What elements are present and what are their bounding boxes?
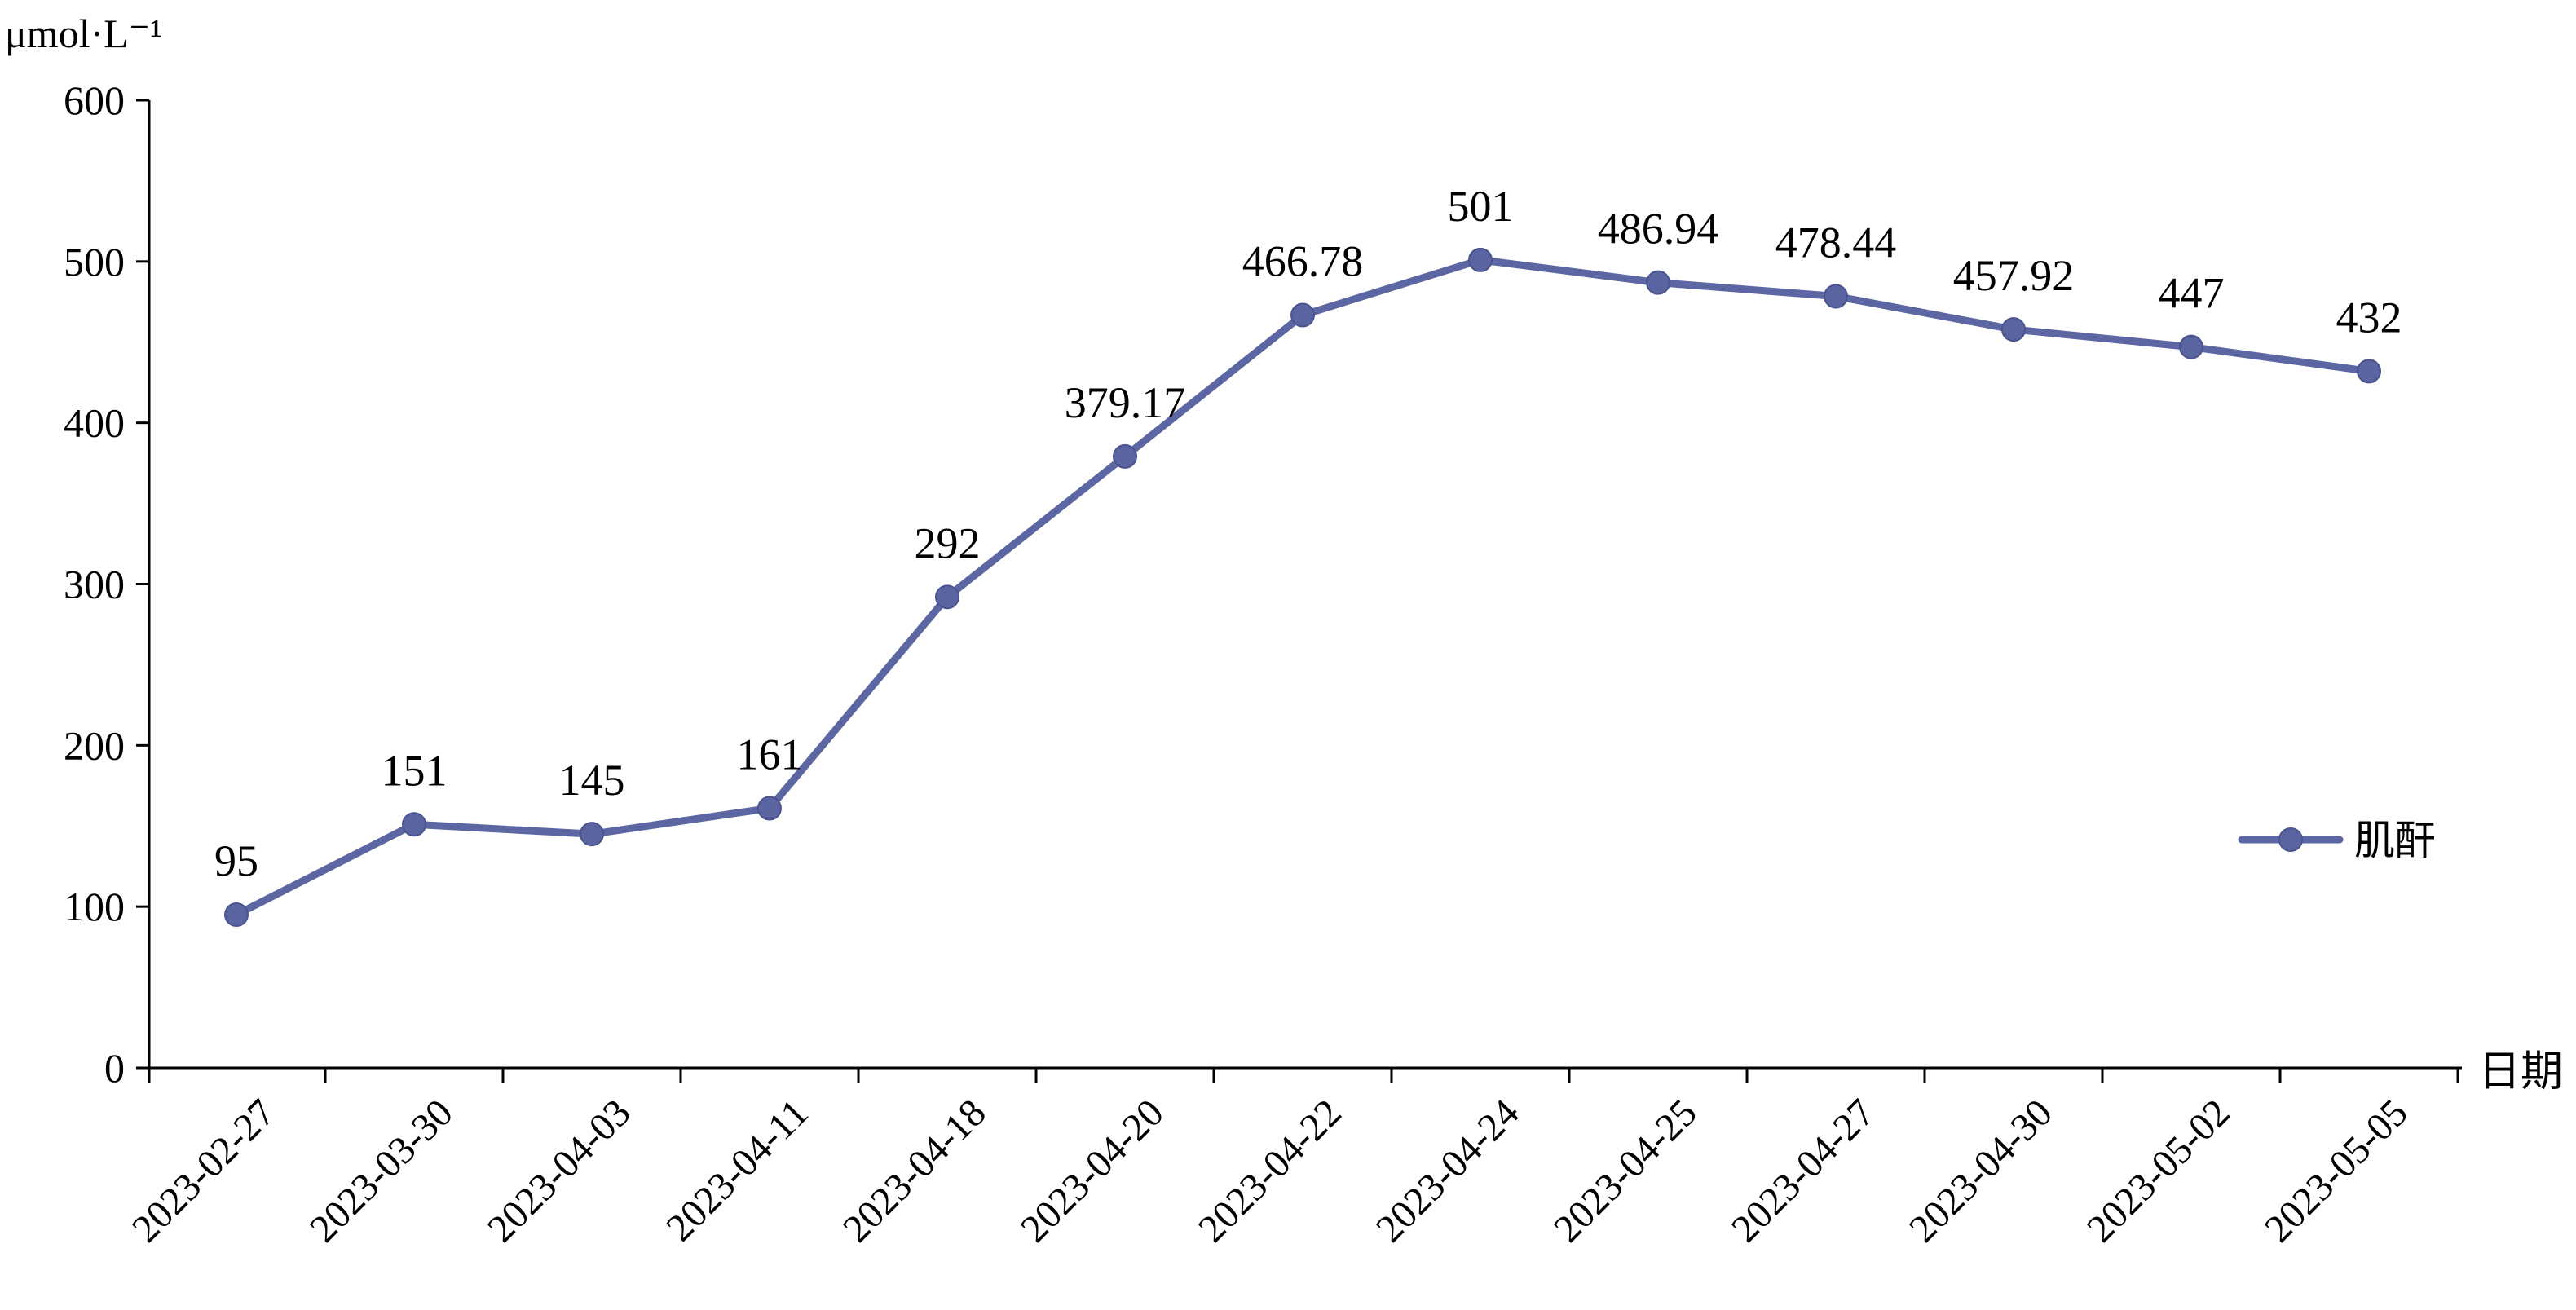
y-axis: 0 100 200 300 400 500 600 bbox=[64, 77, 151, 1091]
series-line bbox=[232, 256, 2373, 919]
data-label: 432 bbox=[2336, 293, 2402, 342]
x-tick-label: 2023-04-24 bbox=[1368, 1091, 1528, 1250]
data-point[interactable] bbox=[935, 584, 959, 610]
y-tick-label: 100 bbox=[64, 884, 125, 929]
data-point[interactable] bbox=[1646, 270, 1670, 295]
data-label: 466.78 bbox=[1242, 237, 1364, 286]
y-axis-unit-label: μmol·L⁻¹ bbox=[5, 11, 162, 56]
data-point[interactable] bbox=[1468, 247, 1493, 272]
data-point[interactable] bbox=[402, 812, 426, 837]
data-point[interactable] bbox=[1113, 443, 1137, 469]
y-tick-label: 500 bbox=[64, 239, 125, 284]
x-tick-label: 2023-04-11 bbox=[658, 1091, 817, 1250]
x-tick-label: 2023-04-25 bbox=[1546, 1091, 1705, 1250]
x-axis-title: 日期 bbox=[2478, 1048, 2563, 1096]
data-point[interactable] bbox=[224, 902, 249, 928]
x-tick-label: 2023-05-05 bbox=[2256, 1091, 2416, 1250]
x-tick-label: 2023-05-02 bbox=[2079, 1091, 2239, 1250]
data-label: 379.17 bbox=[1065, 378, 1186, 427]
data-label: 151 bbox=[382, 746, 448, 795]
data-label: 457.92 bbox=[1953, 251, 2075, 300]
data-point[interactable] bbox=[2357, 359, 2381, 384]
data-label: 161 bbox=[737, 730, 803, 779]
data-label: 447 bbox=[2159, 269, 2225, 318]
data-labels: 95 151 145 161 292 379.17 466.78 501 486.94 478.4… bbox=[214, 182, 2402, 885]
data-label: 145 bbox=[559, 756, 625, 805]
data-label: 95 bbox=[214, 836, 258, 885]
x-tick-label: 2023-04-22 bbox=[1190, 1091, 1350, 1250]
data-point[interactable] bbox=[757, 796, 782, 821]
y-tick-label: 0 bbox=[104, 1045, 125, 1091]
data-point[interactable] bbox=[2001, 317, 2026, 342]
data-label: 486.94 bbox=[1598, 205, 1719, 254]
y-tick-label: 600 bbox=[64, 77, 125, 123]
x-tick-label: 2023-02-27 bbox=[124, 1091, 284, 1250]
data-point[interactable] bbox=[1824, 284, 1848, 309]
y-tick-label: 200 bbox=[64, 722, 125, 768]
data-label: 292 bbox=[915, 518, 981, 567]
y-tick-label: 300 bbox=[64, 562, 125, 607]
data-label: 501 bbox=[1448, 182, 1514, 231]
data-point[interactable] bbox=[580, 822, 604, 847]
data-point[interactable] bbox=[1290, 302, 1315, 328]
series-creatinine bbox=[224, 247, 2381, 928]
x-tick-label: 2023-04-20 bbox=[1012, 1091, 1172, 1250]
y-tick-label: 400 bbox=[64, 400, 125, 446]
x-tick-label: 2023-03-30 bbox=[302, 1091, 461, 1250]
x-tick-label: 2023-04-30 bbox=[1901, 1091, 2061, 1250]
data-point[interactable] bbox=[2179, 334, 2203, 359]
x-axis: 2023-02-27 2023-03-30 2023-04-03 2023-04-11… bbox=[124, 1066, 2462, 1250]
data-label: 478.44 bbox=[1775, 218, 1897, 267]
legend-marker-swatch bbox=[2278, 827, 2303, 852]
x-tick-label: 2023-04-18 bbox=[835, 1091, 995, 1250]
legend-label: 肌酐 bbox=[2354, 817, 2436, 864]
x-tick-label: 2023-04-03 bbox=[479, 1091, 639, 1250]
x-tick-label: 2023-04-27 bbox=[1723, 1091, 1883, 1250]
legend[interactable]: 肌酐 bbox=[2238, 817, 2436, 864]
